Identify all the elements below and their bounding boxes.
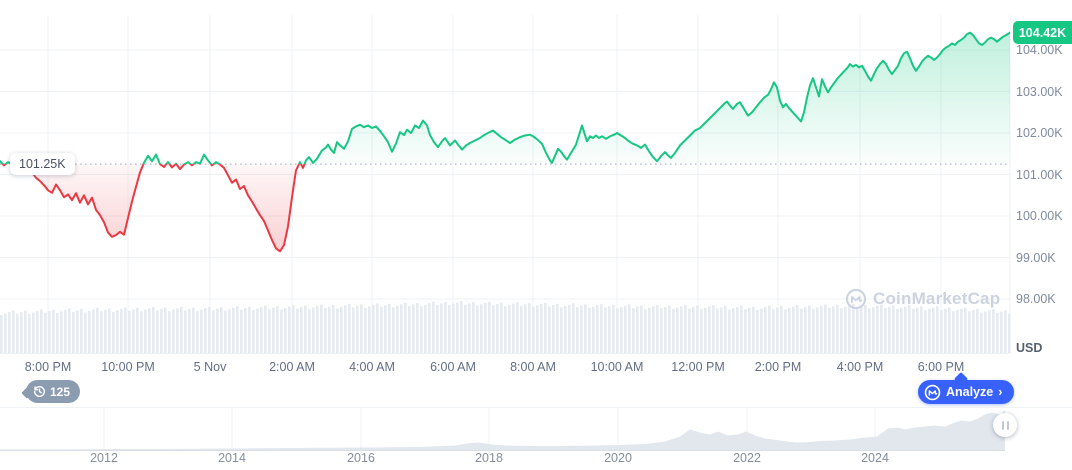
price-chart-canvas[interactable]: [0, 0, 1072, 405]
x-axis-tick-label: 4:00 AM: [349, 360, 395, 374]
x-axis-tick-label: 10:00 AM: [590, 360, 644, 374]
x-axis-tick-label: 5 Nov: [193, 360, 227, 374]
coinmarketcap-watermark: CoinMarketCap: [845, 288, 1000, 310]
minimap-year-label: 2014: [218, 451, 246, 465]
y-axis-label: 103.00K: [1016, 84, 1063, 99]
minimap-year-label: 2024: [861, 451, 889, 465]
x-axis-tick-label: 8:00 PM: [24, 360, 72, 374]
history-clock-icon: [33, 385, 46, 398]
x-axis-tick-label: 8:00 AM: [510, 360, 556, 374]
y-axis-label: 100.00K: [1016, 209, 1063, 223]
analyze-label: Analyze: [946, 385, 994, 399]
chevron-right-icon: ›: [998, 385, 1003, 399]
analyze-button[interactable]: Analyze ›: [918, 380, 1015, 404]
volume-bars: [0, 301, 1011, 353]
y-axis-label: 102.00K: [1016, 126, 1063, 140]
timeline-minimap[interactable]: [0, 407, 1072, 452]
x-axis-tick-label: 6:00 PM: [917, 360, 965, 374]
current-price-badge: 104.42K: [1013, 21, 1072, 45]
minimap-year-label: 2016: [347, 451, 375, 465]
y-axis-unit-label: USD: [1016, 341, 1043, 355]
baseline-price-label: 101.25K: [10, 153, 75, 176]
minimap-year-label: 2018: [475, 451, 503, 465]
x-axis-tick-label: 4:00 PM: [836, 360, 884, 374]
history-count-pill[interactable]: 125: [26, 380, 81, 403]
y-axis-label: 99.00K: [1016, 250, 1056, 265]
watermark-text: CoinMarketCap: [873, 289, 1001, 308]
x-axis-tick-label: 2:00 PM: [754, 360, 802, 374]
x-axis-tick-label: 6:00 AM: [430, 360, 476, 374]
y-axis-label: 98.00K: [1016, 292, 1056, 306]
minimap-brush-handle[interactable]: [993, 413, 1017, 437]
minimap-year-label: 2020: [604, 451, 632, 465]
analyze-logo-icon: [924, 384, 941, 401]
minimap-year-label: 2022: [733, 451, 761, 465]
y-axis-label: 101.00K: [1016, 167, 1063, 182]
y-axis-label: 104.00K: [1016, 43, 1063, 57]
minimap-year-label: 2012: [90, 451, 118, 465]
coinmarketcap-logo-icon: [845, 288, 867, 310]
x-axis-tick-label: 10:00 PM: [101, 360, 155, 374]
history-count: 125: [50, 384, 71, 399]
x-axis-tick-label: 2:00 AM: [269, 360, 315, 374]
x-axis-tick-label: 12:00 PM: [671, 360, 725, 374]
